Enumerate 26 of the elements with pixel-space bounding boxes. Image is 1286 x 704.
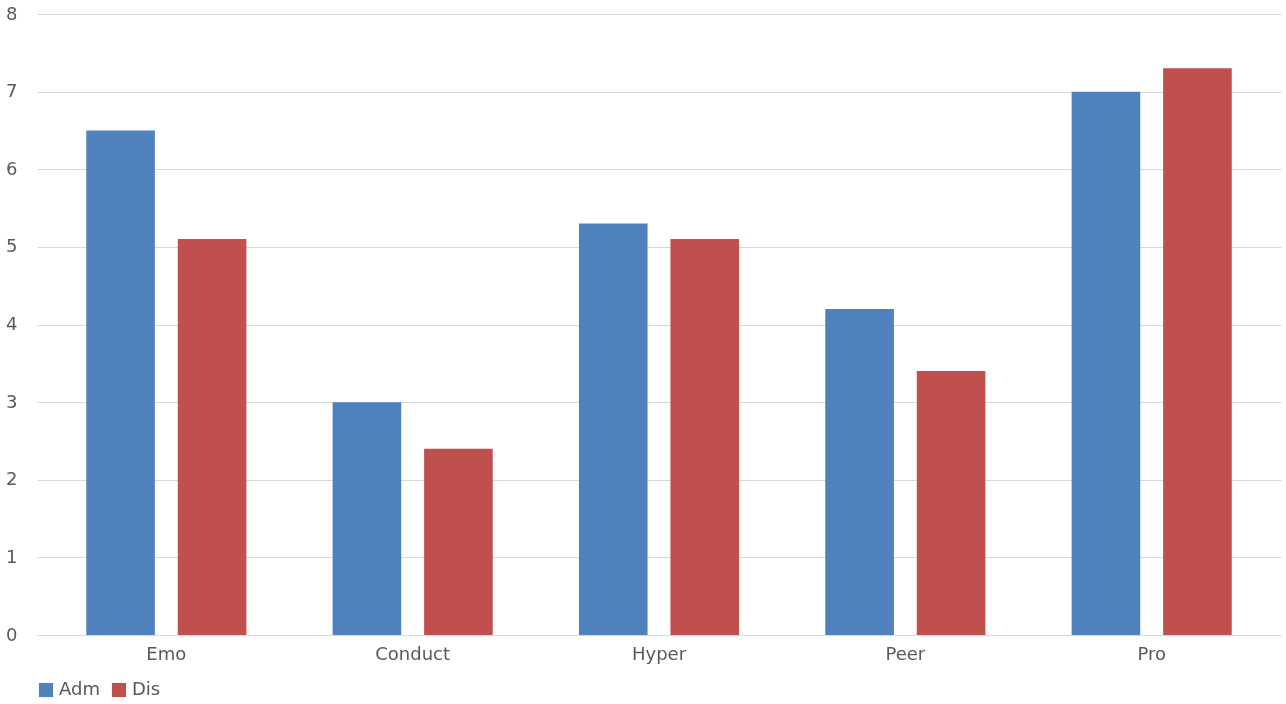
legend-label: Dis [132,678,161,699]
bar [825,308,894,635]
x-tick-label: Emo [146,642,187,664]
x-tick-label: Conduct [375,642,451,664]
bar [578,223,648,635]
y-tick-label: 3 [6,390,18,412]
x-tick-label: Peer [885,642,926,664]
y-tick-label: 6 [6,157,18,179]
y-tick-label: 1 [6,545,18,567]
y-tick-label: 8 [6,2,18,24]
x-tick-label: Hyper [631,642,687,664]
bar [424,448,493,635]
bar [1071,91,1141,635]
bar [916,371,986,635]
y-tick-label: 7 [6,80,18,102]
y-tick-label: 2 [6,468,18,490]
bar [86,130,155,635]
legend-label: Adm [59,678,100,699]
y-tick-label: 5 [6,235,18,257]
y-tick-label: 0 [6,623,18,645]
x-tick-label: Pro [1137,642,1166,664]
bar [670,239,740,635]
y-tick-label: 4 [6,313,18,334]
bar [177,239,247,635]
bar [1163,68,1232,635]
bar [332,402,402,635]
